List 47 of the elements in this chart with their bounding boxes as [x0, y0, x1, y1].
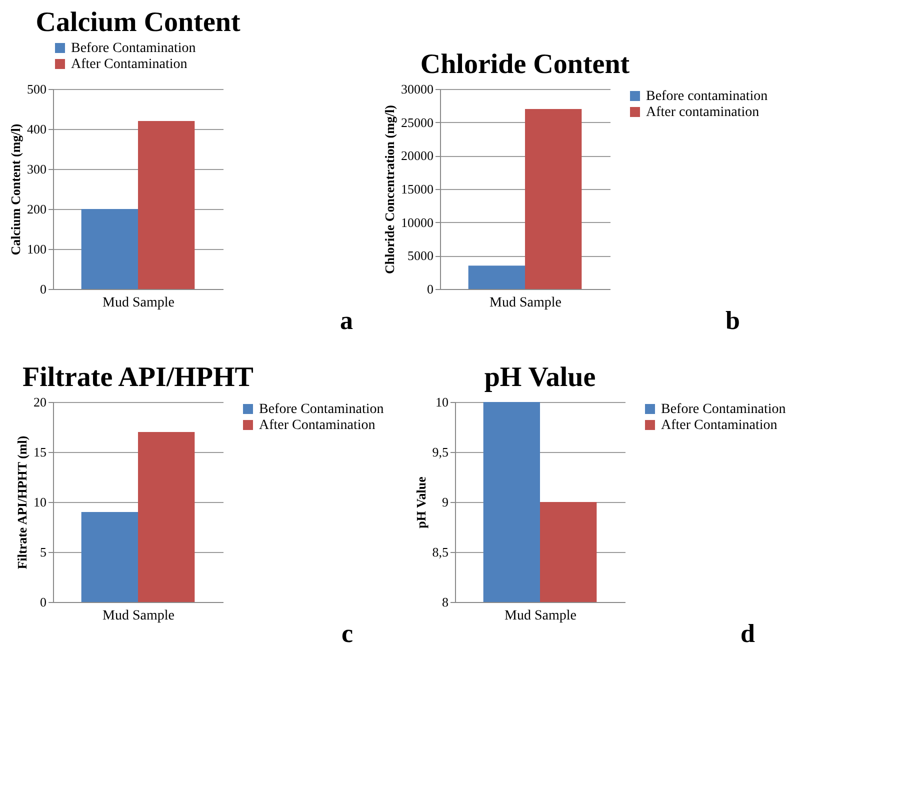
- text: d: [740, 619, 756, 648]
- chart-title: Calcium Content: [36, 7, 241, 38]
- y-tick-label: 15: [34, 444, 46, 460]
- y-tick-label: 8,5: [432, 544, 448, 560]
- y-tick-label: 100: [27, 242, 46, 256]
- y-tick-label: 500: [27, 82, 46, 96]
- y-tick-label: 5: [40, 544, 46, 560]
- y-tick-label: 0: [40, 594, 46, 610]
- legend-label: Before Contamination: [661, 402, 786, 417]
- legend-label: After contamination: [646, 105, 760, 120]
- legend-label: Before Contamination: [71, 41, 196, 56]
- y-tick-label: 20: [34, 394, 46, 410]
- x-axis-title: Mud Sample: [102, 608, 174, 624]
- chart-title: Chloride Content: [420, 49, 630, 80]
- legend-label: After Contamination: [71, 57, 188, 72]
- legend-label: Before Contamination: [259, 402, 384, 417]
- y-axis-title: Calcium Content (mg/l): [8, 124, 23, 256]
- x-axis-title: Mud Sample: [102, 296, 174, 310]
- y-tick-label: 0: [427, 282, 434, 296]
- y-tick-label: 0: [40, 282, 46, 296]
- text: a: [340, 306, 353, 335]
- x-axis-title: Mud Sample: [490, 296, 562, 310]
- y-tick-label: 9: [442, 494, 448, 510]
- y-axis-title: pH Value: [413, 476, 428, 528]
- y-tick-label: 200: [27, 202, 46, 216]
- y-tick-label: 15000: [401, 182, 434, 196]
- y-tick-label: 10000: [401, 214, 434, 230]
- y-tick-label: 5000: [408, 248, 434, 264]
- y-tick-label: 9,5: [432, 444, 448, 460]
- chart-title: Filtrate API/HPHT: [22, 362, 254, 393]
- legend-label: After Contamination: [259, 418, 376, 433]
- chart-title: pH Value: [484, 362, 596, 393]
- y-tick-label: 10: [34, 494, 46, 510]
- legend-label: After Contamination: [661, 418, 778, 433]
- y-tick-label: 300: [27, 162, 46, 176]
- legend-label: Before contamination: [646, 89, 768, 104]
- text: b: [726, 306, 740, 335]
- y-axis-title: Chloride Concentration (mg/l): [382, 105, 397, 274]
- y-tick-label: 8: [442, 594, 448, 610]
- y-tick-label: 30000: [401, 82, 434, 96]
- y-axis-title: Filtrate API/HPHT (ml): [14, 436, 30, 570]
- y-tick-label: 20000: [401, 148, 434, 164]
- text: c: [341, 619, 353, 648]
- y-tick-label: 400: [27, 122, 46, 136]
- y-tick-label: 10: [436, 394, 448, 410]
- x-axis-title: Mud Sample: [504, 608, 576, 624]
- y-tick-label: 25000: [401, 114, 434, 130]
